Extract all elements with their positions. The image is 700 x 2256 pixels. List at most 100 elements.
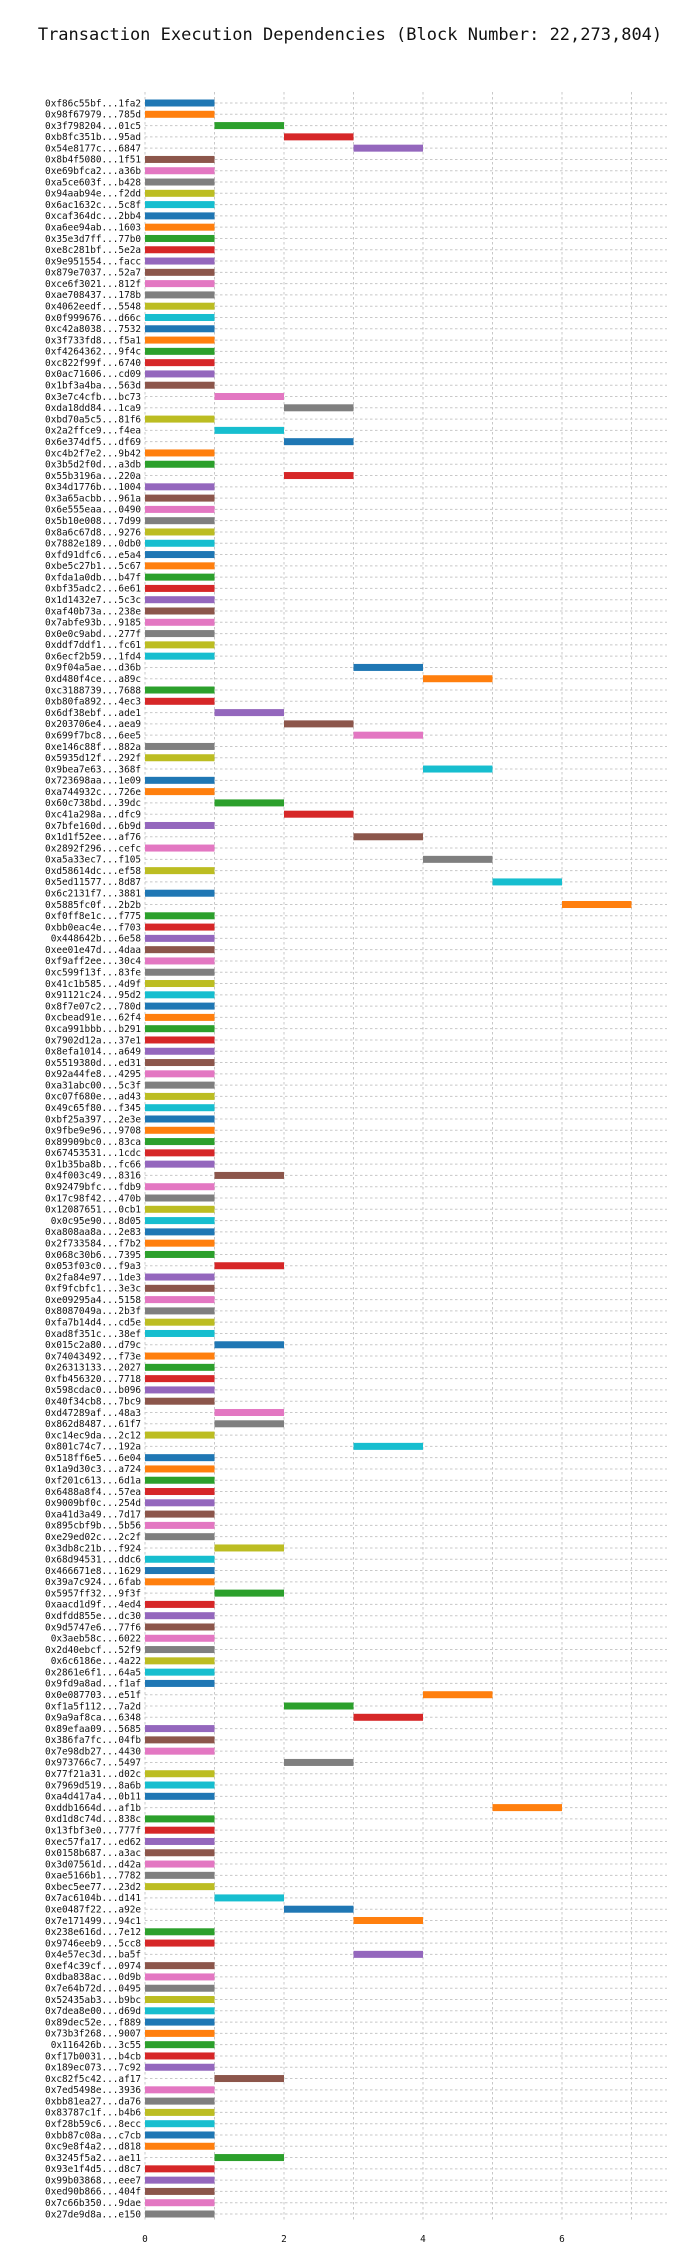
task-bar — [145, 618, 215, 626]
task-bar — [145, 1578, 215, 1586]
task-bar — [145, 1679, 215, 1687]
y-tick-label: 0x9e951554...facc — [45, 256, 141, 267]
y-tick-label: 0x9a9af8ca...6348 — [45, 1713, 141, 1724]
task-bar — [145, 1375, 215, 1383]
task-bar — [423, 1691, 493, 1699]
y-tick-label: 0x98f67979...785d — [45, 110, 141, 121]
y-tick-label: 0x238e616d...7e12 — [45, 1927, 141, 1938]
task-bar — [145, 268, 215, 276]
task-bar — [145, 2007, 215, 2015]
y-tick-label: 0x9746eeb9...5cc8 — [45, 1938, 141, 1949]
task-bar — [423, 675, 493, 683]
y-tick-label: 0x203706e4...aea9 — [45, 719, 141, 730]
task-bar — [145, 167, 215, 175]
task-bar — [145, 539, 215, 547]
task-bar — [145, 1984, 215, 1992]
task-bar — [145, 551, 215, 559]
y-tick-label: 0xe146c88f...882a — [45, 742, 141, 753]
task-bar — [284, 1905, 354, 1913]
task-bar — [145, 1770, 215, 1778]
y-tick-label: 0xa808aa8a...2e83 — [45, 1227, 141, 1238]
y-tick-label: 0x9bea7e63...368f — [45, 764, 141, 775]
task-bar — [214, 799, 284, 807]
task-bar — [145, 1623, 215, 1631]
task-bar — [145, 415, 215, 423]
y-tick-label: 0x6488a8f4...57ea — [45, 1487, 141, 1498]
y-tick-label: 0xfa7b14d4...cd5e — [45, 1317, 141, 1328]
task-bar — [145, 505, 215, 513]
y-tick-label: 0xc14ec9da...2c12 — [45, 1430, 141, 1441]
y-tick-label: 0x1a9d30c3...a724 — [45, 1464, 141, 1475]
y-tick-label: 0x6ecf2b59...1fd4 — [45, 651, 141, 662]
task-bar — [145, 1792, 215, 1800]
task-bar — [145, 1183, 215, 1191]
task-bar — [145, 178, 215, 186]
task-bar — [145, 957, 215, 965]
x-tick-label: 6 — [559, 2234, 565, 2245]
task-bar — [145, 2086, 215, 2094]
task-bar — [145, 1657, 215, 1665]
task-bar — [423, 765, 493, 773]
task-bar — [145, 110, 215, 118]
y-tick-label: 0x116426b...3c55 — [51, 2040, 141, 2051]
task-bar — [145, 946, 215, 954]
task-bar — [145, 2052, 215, 2060]
y-tick-label: 0x92a44fe8...4295 — [45, 1069, 141, 1080]
task-bar — [145, 1104, 215, 1112]
y-tick-label: 0xa31abc00...5c3f — [45, 1080, 141, 1091]
task-bar — [145, 596, 215, 604]
y-tick-label: 0x27de9d8a...e150 — [45, 2209, 141, 2220]
y-tick-label: 0x466671e8...1629 — [45, 1566, 141, 1577]
task-bar — [145, 223, 215, 231]
y-tick-label: 0xf1a5f112...7a2d — [45, 1701, 141, 1712]
y-tick-label: 0x39a7c924...6fab — [45, 1577, 141, 1588]
task-bar — [145, 1047, 215, 1055]
y-tick-label: 0xbf25a397...2e3e — [45, 1114, 141, 1125]
task-bar — [145, 1217, 215, 1225]
y-tick-label: 0x7bfe160d...6b9d — [45, 821, 141, 832]
y-tick-label: 0x3f798204...01c5 — [45, 121, 141, 132]
task-bar — [214, 1894, 284, 1902]
task-bar — [214, 1262, 284, 1270]
y-tick-label: 0xc82f5c42...af17 — [45, 2074, 141, 2085]
task-bar — [145, 2165, 215, 2173]
y-tick-label: 0x448642b...6e58 — [51, 934, 142, 945]
y-tick-label: 0x91121c24...95d2 — [45, 990, 141, 1001]
task-bar — [145, 1510, 215, 1518]
task-bar — [353, 833, 423, 841]
task-bar — [145, 1352, 215, 1360]
y-tick-label: 0x8f7e07c2...780d — [45, 1001, 141, 1012]
task-bar — [145, 2097, 215, 2105]
y-tick-label: 0x9fd9a8ad...f1af — [45, 1679, 141, 1690]
y-tick-label: 0x7e171499...94c1 — [45, 1916, 141, 1927]
chart-title: Transaction Execution Dependencies (Bloc… — [38, 25, 662, 45]
y-tick-label: 0xbe5c27b1...5c67 — [45, 561, 141, 572]
task-bar — [145, 821, 215, 829]
task-bar — [145, 1747, 215, 1755]
x-tick-label: 0 — [142, 2234, 148, 2245]
y-tick-label: 0x518ff6e5...6e04 — [45, 1453, 141, 1464]
y-tick-label: 0x26313133...2027 — [45, 1363, 141, 1374]
y-tick-label: 0x862d8487...61f7 — [45, 1419, 141, 1430]
task-bar — [145, 1363, 215, 1371]
task-bar — [145, 1973, 215, 1981]
task-bar — [145, 2029, 215, 2037]
task-bar — [145, 1307, 215, 1315]
y-tick-label: 0x2fa84e97...1de3 — [45, 1272, 141, 1283]
task-bar — [145, 1488, 215, 1496]
y-tick-label: 0xdfdd855e...dc30 — [45, 1611, 141, 1622]
y-tick-label: 0x5b10e008...7d99 — [45, 516, 141, 527]
task-bar — [145, 1397, 215, 1405]
y-tick-label: 0x3db8c21b...f924 — [45, 1543, 141, 1554]
task-bar — [145, 1646, 215, 1654]
task-bar — [145, 1996, 215, 2004]
task-bar — [145, 686, 215, 694]
y-tick-label: 0x4f003c49...8316 — [45, 1171, 141, 1182]
y-tick-label: 0x386fa7fc...04fb — [45, 1735, 141, 1746]
y-tick-label: 0x1d1432e7...5c3c — [45, 595, 141, 606]
y-tick-label: 0x1bf3a4ba...563d — [45, 381, 141, 392]
y-tick-label: 0xe8c281bf...5e2a — [45, 245, 141, 256]
task-bar — [145, 325, 215, 333]
task-bar — [145, 1781, 215, 1789]
y-tick-label: 0x3245f5a2...ae11 — [45, 2153, 141, 2164]
